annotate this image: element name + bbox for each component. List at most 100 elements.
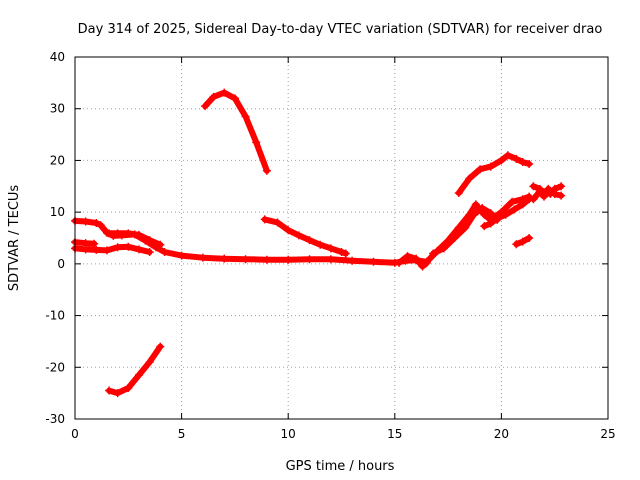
series-track-6 [201, 88, 271, 175]
data-point [454, 189, 463, 198]
y-tick-label: -30 [45, 412, 65, 426]
data-point [476, 165, 485, 174]
data-point [461, 223, 470, 232]
data-point [341, 249, 350, 258]
data-point [337, 247, 346, 256]
data-point [284, 226, 293, 235]
data-point [518, 200, 527, 209]
data-point [262, 166, 271, 175]
data-point [156, 342, 165, 351]
series-track-13 [529, 182, 566, 199]
data-point [134, 230, 143, 239]
data-point [412, 254, 421, 263]
data-point [177, 251, 186, 260]
data-point [429, 249, 438, 258]
x-tick-label: 5 [178, 427, 186, 441]
data-point [316, 240, 325, 249]
data-point [96, 221, 105, 230]
data-point [465, 174, 474, 183]
data-point [105, 386, 114, 395]
data-point [160, 247, 169, 256]
data-point [486, 162, 495, 171]
data-point [326, 244, 335, 253]
series-track-9 [429, 204, 502, 258]
y-tick-label: 0 [57, 257, 65, 271]
data-point [102, 246, 111, 255]
x-tick-label: 15 [387, 427, 402, 441]
series-track-14 [395, 252, 431, 271]
data-point [260, 215, 269, 224]
data-point [518, 237, 527, 246]
data-point [284, 255, 293, 264]
data-point [348, 256, 357, 265]
series-track-3 [71, 242, 154, 256]
series-track-4 [105, 229, 165, 249]
data-point [241, 112, 250, 121]
data-point [124, 242, 133, 251]
plot-frame [74, 56, 609, 420]
data-point [294, 231, 303, 240]
x-tick-label: 0 [71, 427, 79, 441]
data-point [241, 255, 250, 264]
data-point [486, 219, 495, 228]
data-point [418, 262, 427, 271]
series-trace [430, 205, 501, 257]
y-axis-label: SDTVAR / TECUs [7, 185, 22, 292]
data-point [262, 255, 271, 264]
data-point [220, 88, 229, 97]
data-point [525, 234, 534, 242]
y-tick-label: 10 [50, 205, 65, 219]
data-point [113, 229, 122, 238]
data-point [220, 254, 229, 263]
y-tick-label: -10 [45, 309, 65, 323]
data-point [529, 182, 538, 191]
data-points [71, 88, 566, 398]
data-point [471, 200, 480, 209]
data-point [546, 190, 555, 199]
data-point [90, 239, 99, 248]
data-point [201, 102, 210, 111]
data-point [134, 371, 143, 380]
data-point [540, 188, 549, 197]
data-point [535, 184, 544, 193]
grid [75, 57, 608, 419]
data-point [124, 383, 133, 392]
data-point [326, 255, 335, 264]
data-point [230, 94, 239, 103]
data-point [480, 222, 489, 231]
data-point [422, 258, 431, 267]
series-track-8 [454, 151, 534, 198]
data-point [145, 236, 154, 245]
data-point [105, 229, 114, 238]
y-tick-label: 40 [50, 50, 65, 64]
axes: 0 5 10 15 20 25 -30 -20 -10 0 10 20 30 40 [45, 50, 615, 441]
data-point [92, 219, 101, 228]
data-point [512, 240, 521, 249]
data-point [557, 182, 566, 191]
series-track-5 [105, 342, 165, 398]
data-point [503, 151, 512, 160]
data-point [439, 244, 448, 253]
data-point [252, 138, 261, 147]
x-tick-label: 20 [494, 427, 509, 441]
data-point [557, 191, 566, 200]
data-point [525, 160, 534, 169]
data-point [198, 253, 207, 262]
data-point [469, 210, 478, 219]
data-point [209, 92, 218, 101]
y-tick-label: 20 [50, 153, 65, 167]
data-point [305, 255, 314, 264]
data-point [403, 252, 412, 261]
data-point [529, 195, 538, 204]
data-point [81, 245, 90, 254]
data-point [508, 197, 517, 206]
data-point [450, 234, 459, 242]
data-point [510, 205, 519, 214]
data-point [145, 358, 154, 367]
series-track-7 [260, 215, 350, 258]
chart-title: Day 314 of 2025, Sidereal Day-to-day VTE… [78, 22, 603, 37]
data-point [124, 229, 133, 238]
data-point [156, 240, 165, 249]
